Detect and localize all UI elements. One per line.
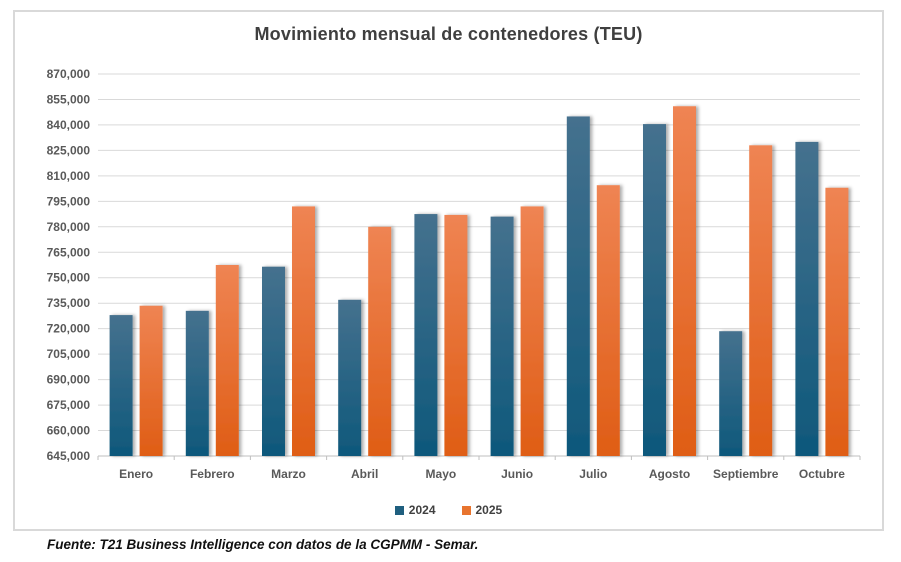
x-axis-label: Abril xyxy=(351,467,378,481)
bar-2024-enero xyxy=(109,315,133,456)
bar-2024-septiembre xyxy=(719,331,743,456)
legend-item-2025: 2025 xyxy=(461,503,503,517)
chart-title: Movimiento mensual de contenedores (TEU) xyxy=(254,24,643,44)
y-axis-label: 840,000 xyxy=(47,118,91,132)
legend-item-2024: 2024 xyxy=(394,503,436,517)
bar-2024-junio xyxy=(490,216,514,456)
bar-2024-febrero xyxy=(185,310,209,456)
y-axis-label: 810,000 xyxy=(47,169,91,183)
y-axis-label: 870,000 xyxy=(47,67,91,81)
x-axis-label: Agosto xyxy=(649,467,690,481)
bar-2024-julio xyxy=(566,116,590,456)
x-axis-label: Julio xyxy=(579,467,607,481)
bar-2024-agosto xyxy=(643,124,666,456)
x-axis-label: Enero xyxy=(119,467,153,481)
bar-2025-marzo xyxy=(292,206,315,456)
source-note: Fuente: T21 Business Intelligence con da… xyxy=(47,537,479,552)
legend-swatch-2024-icon xyxy=(394,505,404,515)
bar-2025-julio xyxy=(596,185,620,456)
bar-2025-octubre xyxy=(825,187,849,457)
x-axis-label: Octubre xyxy=(799,467,845,481)
bar-2025-junio xyxy=(520,206,544,456)
x-axis-label: Febrero xyxy=(190,467,235,481)
bar-2024-marzo xyxy=(262,266,285,456)
y-axis-label: 720,000 xyxy=(47,322,91,336)
x-axis-label: Septiembre xyxy=(713,467,779,481)
y-axis-label: 750,000 xyxy=(47,271,91,285)
legend-label-2025: 2025 xyxy=(475,503,503,517)
y-axis-label: 645,000 xyxy=(47,449,91,463)
y-axis-label: 795,000 xyxy=(47,194,91,208)
bar-2025-mayo xyxy=(444,214,468,456)
y-axis-label: 705,000 xyxy=(47,347,91,361)
y-axis-label: 735,000 xyxy=(47,296,91,310)
bar-2024-mayo xyxy=(414,214,438,456)
y-axis-label: 765,000 xyxy=(47,245,91,259)
legend-label-2024: 2024 xyxy=(408,503,436,517)
y-axis-label: 780,000 xyxy=(47,220,91,234)
y-axis-label: 855,000 xyxy=(47,92,91,106)
y-axis-label: 690,000 xyxy=(47,373,91,387)
x-axis-label: Junio xyxy=(501,467,533,481)
y-axis-label: 675,000 xyxy=(47,398,91,412)
bar-2025-agosto xyxy=(673,106,696,456)
x-axis-label: Marzo xyxy=(271,467,306,481)
bar-2025-febrero xyxy=(215,265,239,456)
bar-2025-abril xyxy=(368,226,392,456)
bar-2024-octubre xyxy=(795,141,819,456)
legend-swatch-2025-icon xyxy=(461,505,471,515)
bar-2024-abril xyxy=(338,299,362,456)
bar-2025-enero xyxy=(139,305,163,456)
x-axis-label: Mayo xyxy=(426,467,457,481)
chart-legend: 2024 2025 xyxy=(13,503,884,517)
y-axis-label: 660,000 xyxy=(47,424,91,438)
y-axis-label: 825,000 xyxy=(47,143,91,157)
bar-2025-septiembre xyxy=(749,145,773,456)
